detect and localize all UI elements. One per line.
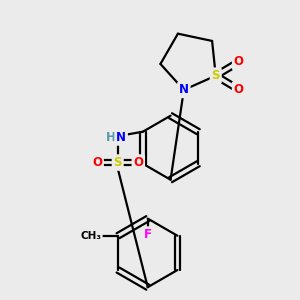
Text: N: N (116, 131, 126, 144)
Text: O: O (234, 83, 244, 96)
Text: S: S (212, 69, 220, 82)
Text: S: S (113, 156, 122, 169)
Text: O: O (234, 56, 244, 68)
Text: F: F (144, 228, 152, 241)
Text: CH₃: CH₃ (80, 231, 101, 241)
Text: O: O (92, 156, 102, 169)
Text: O: O (133, 156, 143, 169)
Text: H: H (106, 131, 116, 144)
Text: N: N (179, 83, 189, 96)
